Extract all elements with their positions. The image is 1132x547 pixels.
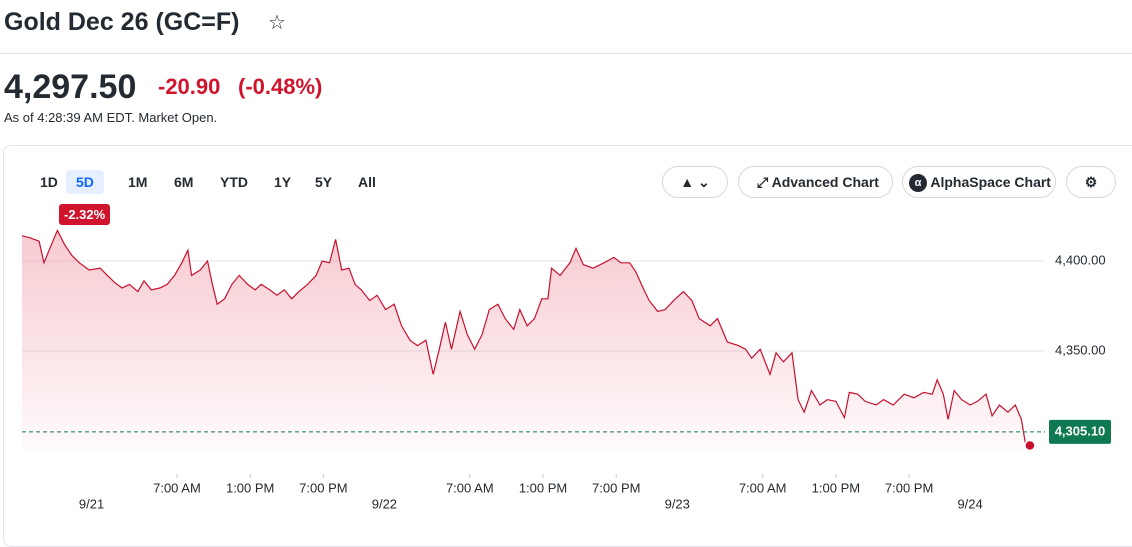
advanced-chart-button[interactable]: ⤢ Advanced Chart [738,166,893,198]
x-tick-label: 1:00 PM [226,480,274,495]
x-tick-label: 7:00 AM [739,480,787,495]
x-tick-label: 7:00 AM [446,480,494,495]
range-button[interactable]: All [358,174,376,190]
range-button[interactable]: 1D [40,174,58,190]
range-button[interactable]: 6M [174,174,194,190]
price: 4,297.50 [4,68,137,106]
timestamp: As of 4:28:39 AM EDT. Market Open. [4,110,218,125]
x-tick-label: 1:00 PM [519,480,567,495]
y-tick-label: 4,350.00 [1055,342,1106,357]
page: Gold Dec 26 (GC=F) ☆ 4,297.50 -20.90 (-0… [0,8,1132,547]
title: Gold Dec 26 (GC=F) [4,8,240,36]
price-line [21,228,1031,450]
settings-button[interactable]: ⚙ [1066,166,1116,198]
divider [0,53,1132,54]
chart-type-button[interactable]: ▲ ⌄ [662,166,728,198]
reference-label: 4,305.10 [1055,423,1106,438]
area [22,230,1030,450]
alphaspace-chart-button[interactable]: α AlphaSpace Chart [902,166,1056,198]
range-change-badge: -2.32% [59,204,111,225]
chart: 4,400.00 4,350.00 7:00 AM 1:00 PM 7:00 PM 7:0… [21,228,1111,511]
reference-badge [1049,419,1111,444]
range-button[interactable]: 5D [66,170,104,194]
x-tick-label: 7:00 PM [885,480,933,495]
button-label: Advanced Chart [771,174,879,190]
last-point [1024,439,1036,452]
range-button[interactable]: YTD [220,174,248,190]
watchlist-star[interactable]: ☆ [268,12,286,34]
x-tick-label: 7:00 AM [153,480,201,495]
x-date-label: 9/24 [957,496,982,511]
range-button[interactable]: 1M [128,174,148,190]
x-date-label: 9/21 [79,496,104,511]
range-button[interactable]: 1Y [274,174,292,190]
range-button[interactable]: 5Y [315,174,333,190]
x-date-label: 9/22 [372,496,397,511]
x-tick-label: 1:00 PM [812,480,860,495]
price-change: -20.90 [158,74,221,99]
x-tick-label: 7:00 PM [299,480,347,495]
button-label: AlphaSpace Chart [930,174,1051,190]
x-date-label: 9/23 [665,496,690,511]
price-change-pct: (-0.48%) [238,74,323,99]
x-tick-label: 7:00 PM [592,480,640,495]
y-tick-label: 4,400.00 [1055,252,1106,267]
